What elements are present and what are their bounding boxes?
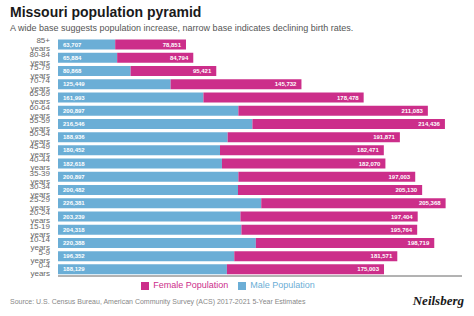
svg-text:180,452: 180,452 [63, 147, 85, 153]
svg-text:95,421: 95,421 [193, 68, 212, 74]
svg-text:145,732: 145,732 [275, 81, 297, 87]
svg-text:226,381: 226,381 [63, 200, 85, 206]
svg-text:161,993: 161,993 [63, 95, 85, 101]
svg-text:220,388: 220,388 [63, 240, 85, 246]
svg-text:197,404: 197,404 [391, 214, 413, 220]
svg-text:181,571: 181,571 [371, 253, 393, 259]
svg-text:191,871: 191,871 [373, 134, 395, 140]
svg-text:80,868: 80,868 [63, 68, 82, 74]
svg-text:188,129: 188,129 [63, 266, 85, 272]
svg-text:203,239: 203,239 [63, 214, 85, 220]
svg-text:0-4years: 0-4years [30, 261, 50, 278]
svg-text:214,436: 214,436 [418, 121, 440, 127]
svg-text:200,482: 200,482 [63, 187, 85, 193]
svg-text:182,618: 182,618 [63, 161, 85, 167]
svg-text:205,130: 205,130 [395, 187, 417, 193]
svg-text:188,936: 188,936 [63, 134, 85, 140]
svg-text:200,897: 200,897 [63, 108, 85, 114]
svg-text:63,707: 63,707 [63, 42, 82, 48]
svg-text:204,318: 204,318 [63, 227, 85, 233]
svg-text:175,003: 175,003 [357, 266, 379, 272]
svg-text:178,478: 178,478 [337, 95, 359, 101]
svg-text:200,897: 200,897 [63, 174, 85, 180]
svg-text:216,546: 216,546 [63, 121, 85, 127]
svg-text:195,764: 195,764 [390, 227, 412, 233]
svg-text:182,070: 182,070 [359, 161, 381, 167]
svg-text:182,471: 182,471 [357, 147, 379, 153]
svg-text:65,884: 65,884 [63, 55, 82, 61]
svg-text:205,368: 205,368 [419, 200, 441, 206]
svg-text:197,003: 197,003 [389, 174, 411, 180]
svg-text:125,449: 125,449 [63, 81, 85, 87]
svg-text:196,352: 196,352 [63, 253, 85, 259]
svg-text:78,851: 78,851 [163, 42, 182, 48]
svg-text:211,083: 211,083 [402, 108, 424, 114]
svg-text:84,794: 84,794 [170, 55, 189, 61]
svg-text:198,719: 198,719 [408, 240, 430, 246]
